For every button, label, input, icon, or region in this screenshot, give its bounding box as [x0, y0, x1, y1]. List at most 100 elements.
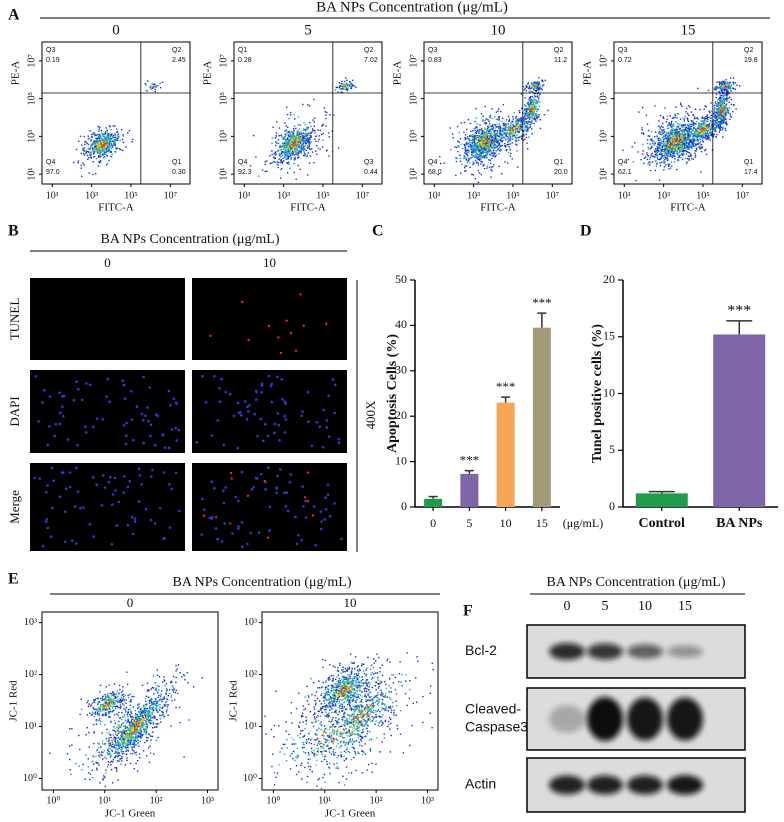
- event-dot: [666, 153, 668, 155]
- event-dot: [505, 119, 508, 121]
- event-dot: [341, 80, 343, 83]
- event-dot: [659, 138, 662, 140]
- event-dot: [279, 146, 281, 149]
- event-dot: [328, 132, 330, 134]
- event-dot: [467, 152, 469, 154]
- event-dot: [81, 144, 83, 146]
- event-dot: [490, 142, 492, 144]
- event-dot: [491, 127, 493, 129]
- event-dot: [481, 140, 483, 142]
- event-dot: [467, 118, 470, 121]
- event-dot: [106, 149, 108, 151]
- event-dot: [105, 146, 108, 149]
- event-dot: [102, 153, 104, 155]
- event-dot: [437, 173, 439, 176]
- x-tick-label: 10⁷: [164, 190, 178, 201]
- event-dot: [648, 135, 651, 137]
- event-dot: [663, 166, 666, 168]
- event-dot: [308, 142, 310, 144]
- event-dot: [98, 128, 100, 130]
- event-dot: [465, 158, 467, 160]
- event-dot: [531, 128, 533, 130]
- event-dot: [329, 114, 331, 116]
- event-dot: [686, 157, 689, 160]
- event-dot: [472, 141, 474, 143]
- event-dot: [469, 122, 472, 125]
- event-dot: [289, 167, 291, 170]
- event-dot: [526, 130, 528, 133]
- event-dot: [476, 157, 479, 159]
- event-dot: [102, 133, 105, 135]
- event-dot: [336, 86, 339, 89]
- x-tick-label: 10³: [277, 190, 290, 201]
- event-dot: [471, 134, 473, 136]
- event-dot: [478, 159, 480, 161]
- event-dot: [515, 126, 518, 128]
- event-dot: [100, 129, 102, 132]
- event-dot: [670, 128, 673, 131]
- event-dot: [680, 134, 683, 136]
- event-dot: [84, 140, 86, 143]
- event-dot: [496, 126, 498, 128]
- event-dot: [287, 158, 289, 160]
- event-dot: [491, 128, 493, 131]
- concentration-label: 0: [112, 22, 120, 38]
- event-dot: [154, 85, 156, 87]
- event-dot: [310, 135, 312, 138]
- event-dot: [665, 145, 668, 148]
- event-dot: [684, 140, 686, 142]
- event-dot: [683, 126, 685, 129]
- event-dot: [493, 140, 495, 142]
- event-dot: [527, 108, 529, 111]
- event-dot: [729, 113, 731, 115]
- event-dot: [535, 120, 537, 122]
- event-dot: [496, 118, 498, 121]
- event-dot: [514, 124, 516, 127]
- event-dot: [98, 152, 100, 154]
- event-dot: [154, 88, 156, 91]
- event-dot: [111, 140, 114, 142]
- event-dot: [503, 137, 505, 139]
- event-dot: [534, 107, 536, 109]
- event-dot: [309, 121, 311, 124]
- event-dot: [325, 114, 327, 116]
- event-dot: [476, 144, 478, 147]
- y-tick-label: 10¹: [408, 168, 419, 181]
- event-dot: [530, 112, 533, 114]
- event-dot: [478, 155, 480, 158]
- event-dot: [108, 133, 111, 135]
- event-dot: [293, 149, 296, 151]
- event-dot: [675, 120, 677, 123]
- event-dot: [289, 142, 291, 145]
- event-dot: [729, 96, 731, 98]
- event-dot: [276, 142, 278, 144]
- event-dot: [132, 138, 134, 141]
- event-dot: [487, 144, 489, 146]
- event-dot: [85, 152, 87, 155]
- event-dot: [535, 105, 538, 108]
- event-dot: [676, 126, 678, 128]
- event-dot: [670, 140, 673, 142]
- event-dot: [285, 142, 287, 145]
- quadrant-name: Q4: [428, 159, 437, 166]
- y-tick-label: 10¹: [218, 168, 229, 181]
- event-dot: [469, 135, 471, 137]
- event-dot: [527, 103, 529, 105]
- event-dot: [280, 135, 283, 138]
- event-dot: [722, 80, 725, 83]
- event-dot: [308, 131, 310, 134]
- event-dot: [654, 169, 656, 172]
- event-dot: [455, 157, 457, 159]
- event-dot: [495, 137, 497, 140]
- event-dot: [485, 141, 487, 144]
- event-dot: [283, 153, 286, 155]
- event-dot: [302, 144, 304, 146]
- event-dot: [275, 135, 277, 137]
- event-dot: [491, 117, 493, 120]
- event-dot: [698, 145, 700, 148]
- event-dot: [520, 135, 522, 138]
- event-dot: [287, 157, 289, 159]
- event-dot: [344, 80, 346, 83]
- event-dot: [635, 179, 637, 182]
- event-dot: [687, 155, 690, 157]
